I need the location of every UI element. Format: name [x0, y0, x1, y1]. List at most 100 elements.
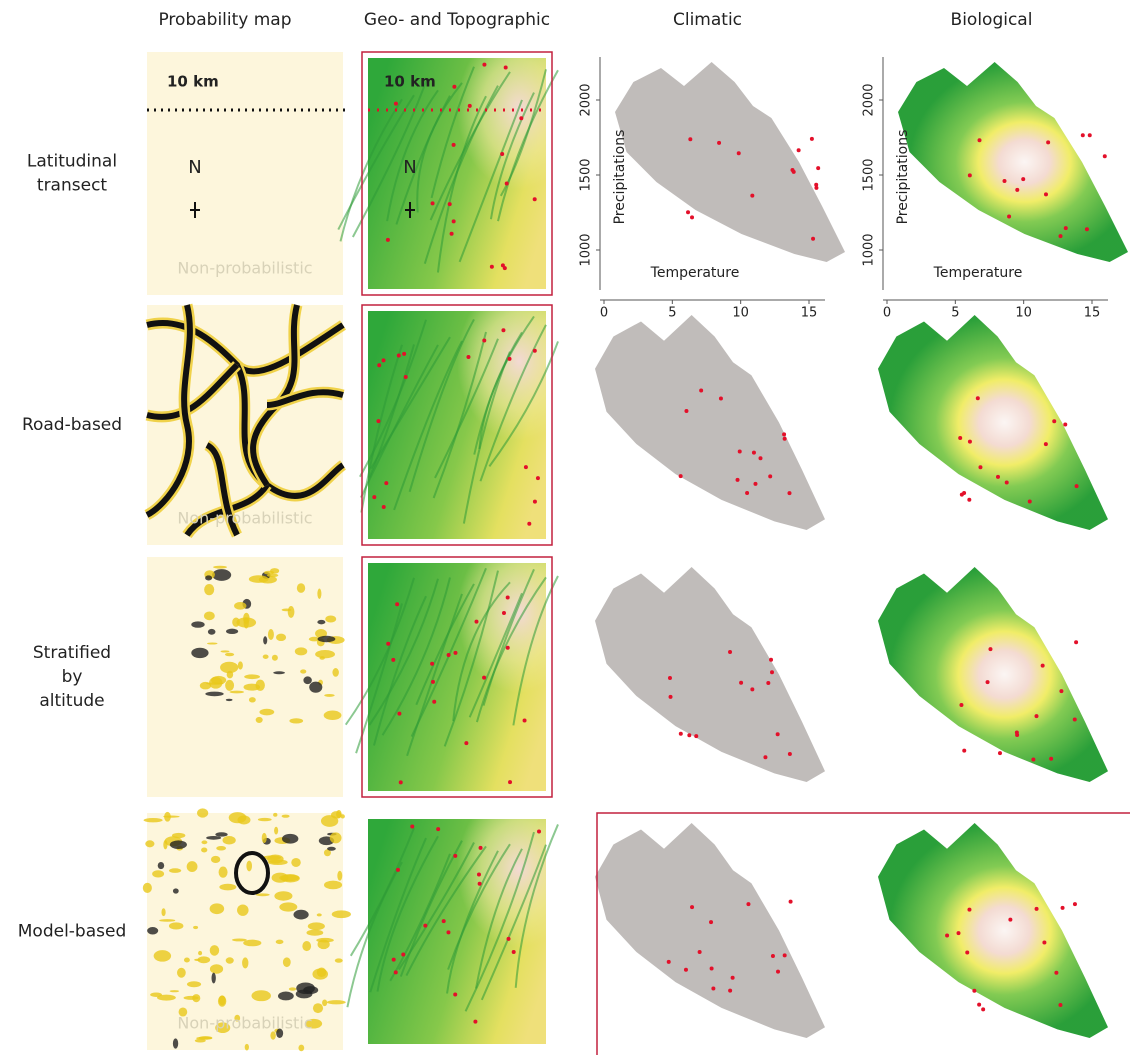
topographic-map: 10 kmN	[338, 52, 558, 295]
figure: Probability mapGeo- and TopographicClima…	[0, 0, 1130, 1055]
probability-patch	[219, 867, 228, 878]
probability-patch	[245, 1044, 249, 1051]
column-header: Climatic	[673, 10, 742, 30]
probability-patch	[170, 840, 187, 849]
sample-point	[977, 1003, 981, 1007]
y-tick-label: 2000	[579, 83, 594, 116]
y-tick-label: 2000	[862, 83, 877, 116]
sample-point	[1073, 902, 1077, 906]
probability-patch	[317, 620, 325, 624]
sample-point	[719, 397, 723, 401]
sample-point	[468, 104, 472, 108]
cloud	[595, 823, 825, 1038]
sample-point	[391, 658, 395, 662]
sample-point	[668, 676, 672, 680]
sample-point	[1059, 689, 1063, 693]
sample-point	[1044, 442, 1048, 446]
probability-patch	[207, 642, 218, 644]
probability-patch	[210, 945, 219, 956]
probability-patch	[173, 1038, 178, 1048]
sample-point	[788, 752, 792, 756]
probability-patch	[184, 957, 190, 962]
climatic-cloud: 100015002000051015TemperaturePrecipitati…	[579, 57, 846, 321]
biological-cloud	[878, 315, 1108, 530]
probability-patch	[201, 847, 207, 852]
probability-patch	[244, 684, 261, 691]
sample-point	[998, 751, 1002, 755]
non-probabilistic-label: Non-probabilistic	[177, 509, 312, 528]
biological-cloud	[878, 567, 1108, 782]
sample-point	[386, 238, 390, 242]
y-axis-label: Precipitations	[612, 130, 628, 225]
probability-patch	[187, 861, 198, 872]
probability-patch	[201, 840, 207, 844]
probability-patch	[300, 669, 306, 673]
sample-point	[1028, 499, 1032, 503]
sample-point	[967, 498, 971, 502]
sample-point	[536, 476, 540, 480]
probability-patch	[259, 709, 274, 716]
sample-point	[500, 152, 504, 156]
sample-point	[477, 873, 481, 877]
sample-point	[1075, 484, 1079, 488]
sample-point	[464, 741, 468, 745]
sample-point	[731, 976, 735, 980]
sample-point	[1081, 133, 1085, 137]
probability-patch	[289, 718, 303, 723]
sample-point	[506, 646, 510, 650]
sample-point	[787, 491, 791, 495]
sample-point	[711, 987, 715, 991]
sample-point	[446, 930, 450, 934]
sample-point	[396, 868, 400, 872]
sample-point	[372, 495, 376, 499]
sample-point	[450, 232, 454, 236]
sample-point	[482, 676, 486, 680]
sample-point	[452, 85, 456, 89]
probability-patch	[220, 662, 238, 673]
sample-point	[667, 960, 671, 964]
sample-point	[968, 173, 972, 177]
sample-point	[745, 491, 749, 495]
probability-patch	[215, 832, 227, 836]
probability-patch	[187, 981, 201, 987]
sample-point	[1059, 234, 1063, 238]
x-tick-label: 10	[732, 306, 749, 321]
biological-cloud	[878, 823, 1108, 1038]
sample-point	[687, 733, 691, 737]
probability-patch	[144, 818, 163, 822]
probability-patch	[327, 1000, 346, 1004]
y-tick-label: 1500	[579, 158, 594, 191]
sample-point	[1049, 757, 1053, 761]
sample-point	[797, 148, 801, 152]
sample-point	[684, 409, 688, 413]
probability-patch	[223, 836, 236, 844]
row-label: Road-based	[22, 415, 122, 435]
sample-point	[962, 749, 966, 753]
probability-map	[147, 557, 345, 797]
x-axis-label: Temperature	[650, 265, 740, 281]
probability-patch	[226, 629, 238, 634]
probability-patch	[251, 990, 270, 1001]
cloud	[615, 62, 845, 262]
sample-point	[431, 680, 435, 684]
sample-point	[770, 670, 774, 674]
sample-point	[669, 695, 673, 699]
sample-point	[453, 854, 457, 858]
sample-point	[1088, 133, 1092, 137]
sample-point	[728, 650, 732, 654]
probability-patch	[295, 647, 307, 655]
sample-point	[397, 353, 401, 357]
sample-point	[1035, 907, 1039, 911]
probability-patch	[170, 990, 180, 992]
probability-patch	[306, 930, 323, 936]
sample-point	[501, 328, 505, 332]
sample-point	[1054, 971, 1058, 975]
sample-point	[524, 465, 528, 469]
sample-point	[996, 475, 1000, 479]
probability-patch	[219, 884, 236, 891]
non-probabilistic-label: Non-probabilistic	[177, 259, 312, 278]
probability-patch	[322, 999, 327, 1006]
sample-point	[394, 102, 398, 106]
probability-patch	[244, 674, 260, 679]
sample-point	[789, 900, 793, 904]
